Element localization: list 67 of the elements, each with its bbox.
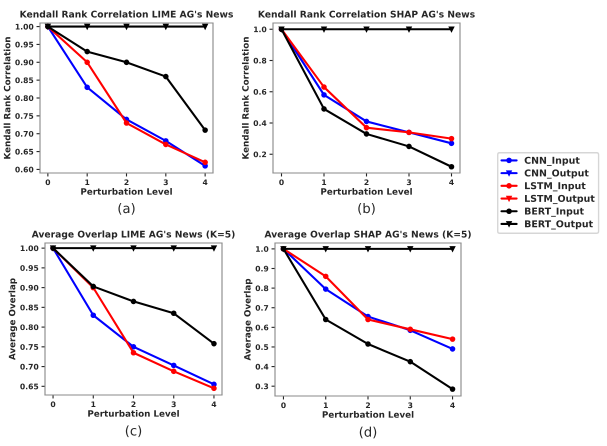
- text: (c): [126, 425, 142, 438]
- point: [448, 136, 454, 142]
- point: [163, 74, 169, 80]
- legend-label: CNN_Output: [524, 169, 589, 179]
- point: [322, 316, 329, 322]
- point: [364, 131, 370, 137]
- legend-label: BERT_Input: [525, 208, 584, 217]
- point: [90, 312, 96, 318]
- legend-label: LSTM_Input: [525, 182, 586, 192]
- point: [364, 118, 370, 124]
- point: [448, 164, 454, 170]
- point: [406, 26, 412, 32]
- y-axis-title: Average Overlap: [8, 278, 18, 360]
- y-axis-title: Kendall Rank Correlation: [242, 37, 249, 159]
- point: [321, 106, 327, 112]
- point: [450, 246, 456, 252]
- legend-label: LSTM_Output: [525, 194, 595, 204]
- point: [84, 48, 90, 54]
- point: [450, 346, 456, 352]
- point: [365, 246, 371, 252]
- point: [84, 60, 90, 66]
- point: [365, 341, 371, 347]
- x-axis-title: Perturbation Level: [81, 188, 172, 195]
- point: [321, 92, 327, 98]
- x-axis-title: Perturbation Level: [322, 411, 414, 418]
- point: [448, 140, 454, 146]
- point: [406, 144, 412, 150]
- point: [130, 350, 136, 356]
- chart-title: Average Overlap SHAP AG's News (K=5): [264, 230, 471, 240]
- point: [211, 340, 217, 346]
- point: [322, 274, 329, 280]
- legend-label: BERT_Output: [525, 220, 593, 230]
- point: [163, 142, 169, 148]
- y-axis-title: Average Overlap: [244, 278, 252, 361]
- point: [84, 84, 90, 90]
- y-axis-title: Kendall Rank Correlation: [4, 37, 10, 159]
- point: [130, 344, 136, 350]
- text: (a): [118, 203, 135, 215]
- point: [450, 386, 456, 392]
- point: [321, 84, 327, 90]
- point: [124, 60, 130, 66]
- point: [321, 26, 327, 32]
- point: [130, 298, 136, 304]
- legend-label: CNN_Input: [524, 156, 580, 166]
- point: [322, 286, 329, 292]
- point: [202, 127, 208, 133]
- point: [364, 124, 370, 130]
- point: [322, 246, 329, 252]
- chart-title: Kendall Rank Correlation SHAP AG's News: [258, 10, 475, 18]
- point: [170, 310, 177, 316]
- point: [364, 26, 370, 32]
- point: [407, 246, 414, 252]
- x-axis-title: Perturbation Level: [88, 410, 179, 417]
- text: (d): [360, 426, 376, 438]
- point: [450, 336, 456, 342]
- point: [407, 358, 414, 364]
- point: [170, 368, 177, 374]
- point: [124, 120, 130, 126]
- point: [211, 386, 217, 392]
- point: [202, 160, 208, 166]
- chart-title: Average Overlap LIME AG's News (K=5): [32, 230, 235, 240]
- chart-title: Kendall Rank Correlation LIME AG's News: [20, 10, 233, 18]
- point: [448, 26, 454, 32]
- x-axis-title: Perturbation Level: [321, 188, 412, 195]
- point: [365, 316, 371, 322]
- point: [170, 362, 177, 368]
- text: (b): [358, 203, 375, 215]
